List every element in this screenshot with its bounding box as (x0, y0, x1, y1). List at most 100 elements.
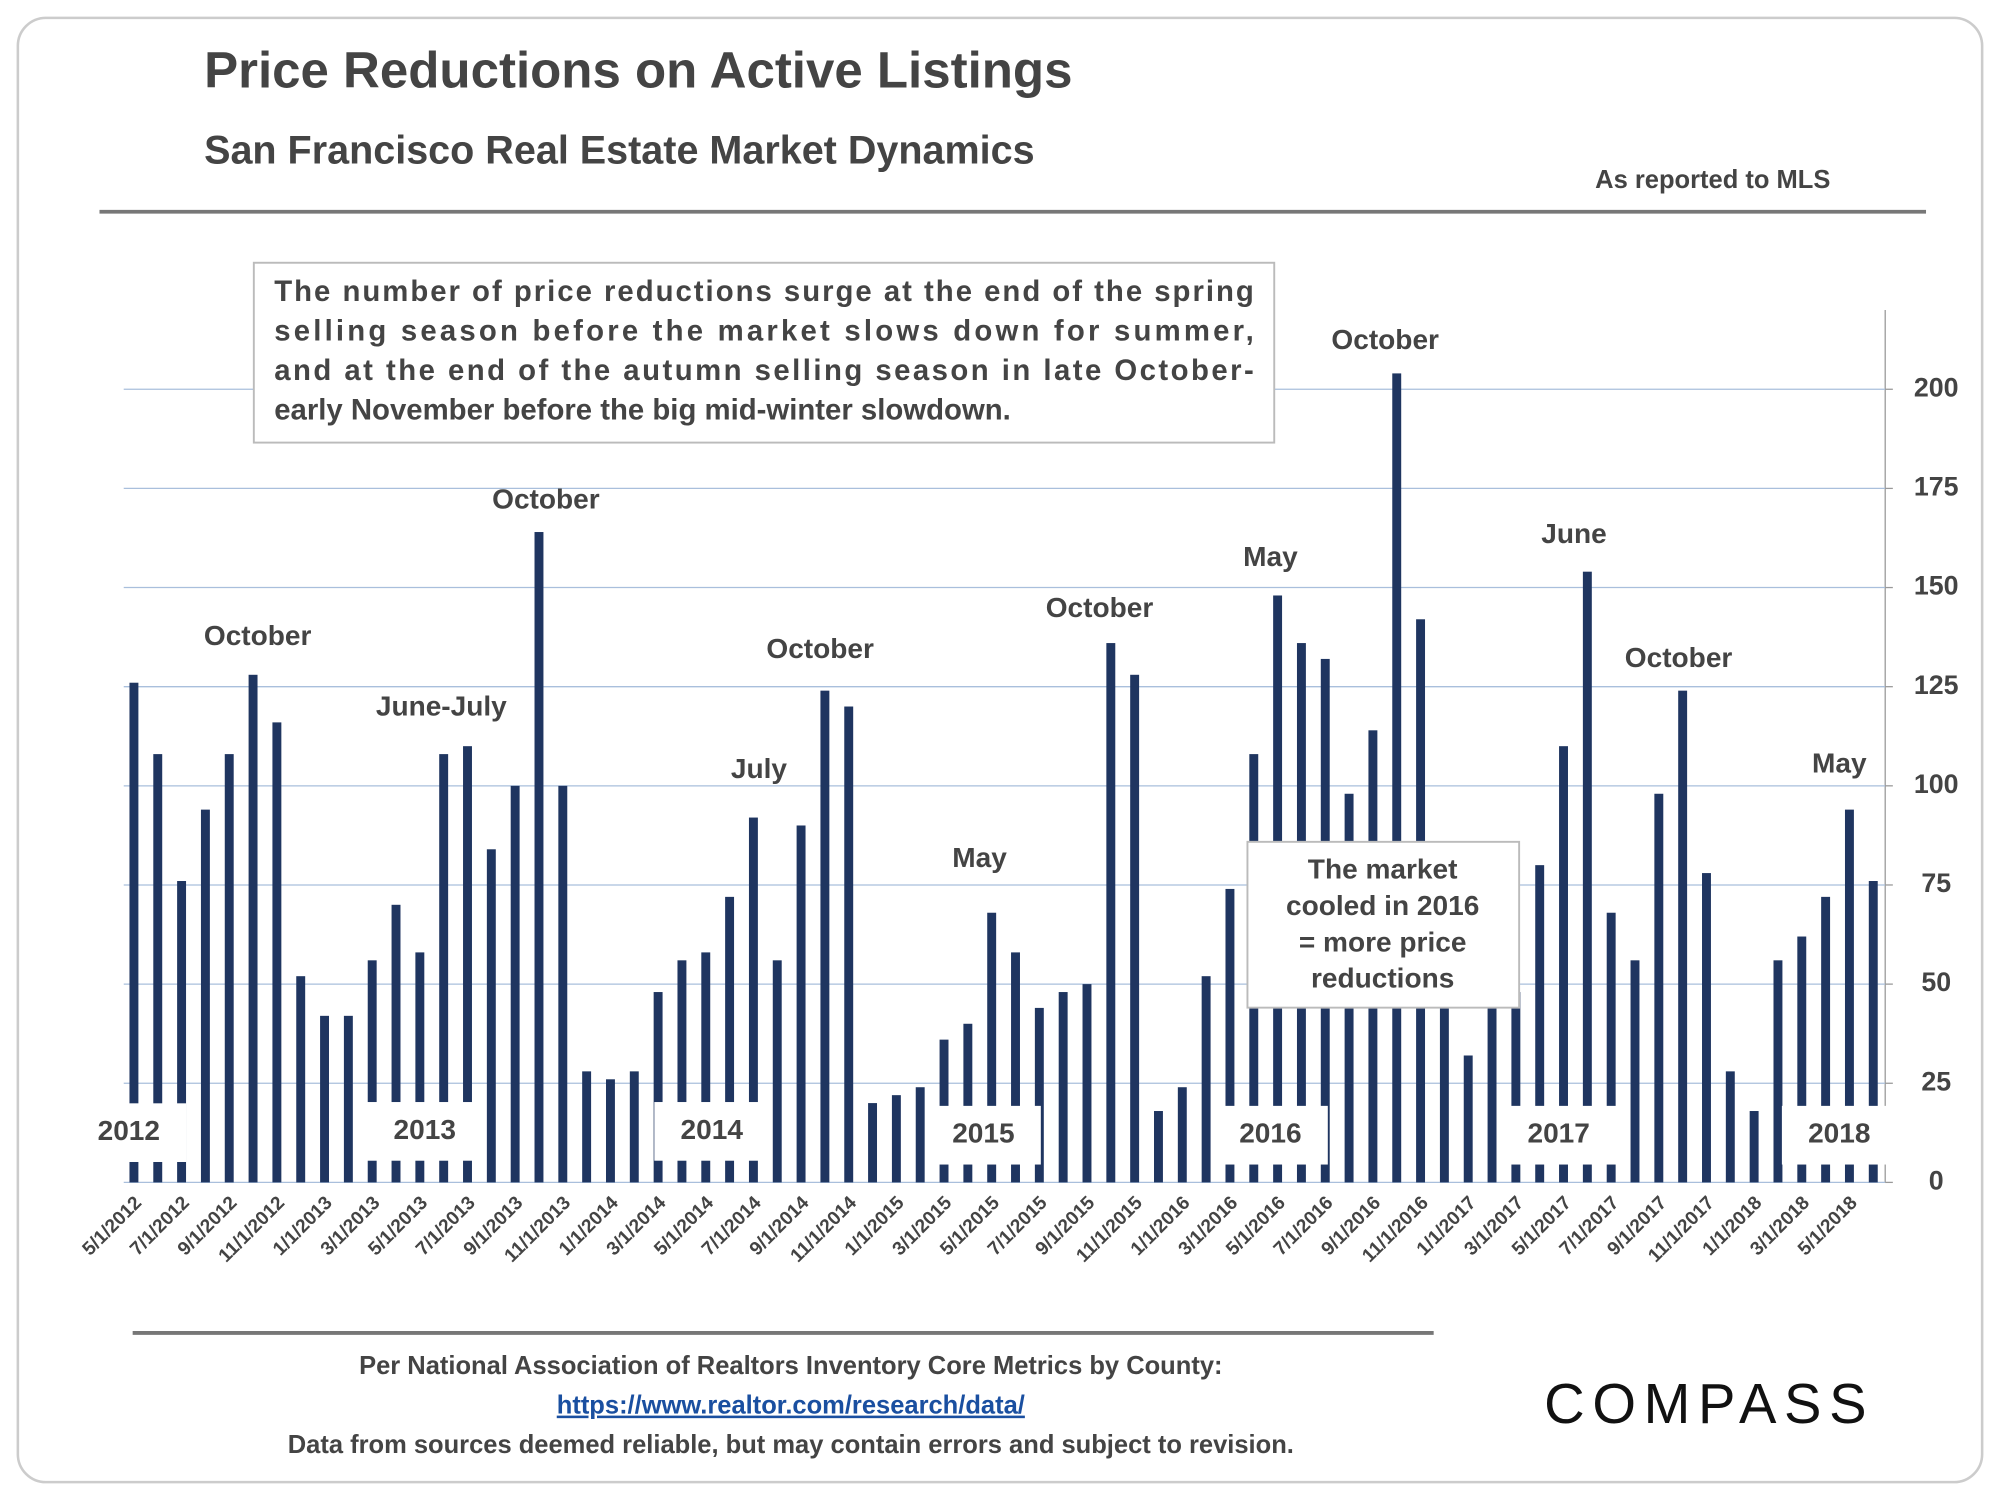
callout-text: reductions (1311, 963, 1454, 994)
bar (653, 992, 663, 1183)
annotation: July (731, 753, 788, 784)
year-label-bg (1213, 1105, 1328, 1165)
bar (534, 532, 544, 1183)
year-label: 2014 (681, 1114, 744, 1145)
bar (891, 1095, 901, 1183)
bar (677, 960, 687, 1183)
y-tick-label: 25 (1921, 1066, 1951, 1096)
bar (1630, 960, 1640, 1183)
note-text: The number of price reductions surge at … (274, 275, 1254, 308)
bar (415, 952, 425, 1183)
bar (129, 682, 139, 1183)
bar (820, 690, 830, 1183)
bar (1011, 952, 1020, 1183)
year-label-bg (1781, 1105, 1897, 1165)
bar (1225, 888, 1235, 1183)
annotation: May (1243, 541, 1298, 572)
year-label: 2013 (394, 1114, 456, 1145)
bar (1177, 1087, 1187, 1183)
annotation: October (204, 620, 312, 651)
bar (200, 809, 210, 1183)
bar (343, 1015, 353, 1183)
bar (1130, 674, 1140, 1183)
bar (1797, 936, 1807, 1183)
y-tick-label: 150 (1914, 571, 1959, 601)
year-label: 2012 (98, 1115, 160, 1146)
year-label: 2017 (1527, 1118, 1589, 1149)
bar (1439, 999, 1449, 1183)
annotation: June (1541, 518, 1606, 549)
bar (224, 754, 234, 1183)
bar (177, 881, 187, 1183)
y-tick-label: 175 (1914, 471, 1959, 501)
bar (1487, 999, 1497, 1183)
y-tick-label: 75 (1921, 868, 1951, 898)
annotation: May (1812, 748, 1867, 779)
bar (1844, 809, 1854, 1183)
callout-text: The market (1308, 854, 1458, 885)
bar (1106, 643, 1116, 1183)
footer-line: Data from sources deemed reliable, but m… (288, 1431, 1294, 1459)
year-label-bg (71, 1103, 187, 1162)
bar (320, 1015, 330, 1183)
bar (1511, 992, 1521, 1183)
note-text: and at the end of the autumn selling sea… (274, 354, 1254, 387)
year-label-bg (1501, 1105, 1617, 1165)
bar (1749, 1111, 1759, 1183)
bar (1678, 690, 1688, 1183)
frame (16, 16, 1984, 1484)
bar (629, 1071, 639, 1183)
bar (796, 825, 806, 1183)
source-note: As reported to MLS (1595, 166, 1830, 194)
bar (272, 722, 282, 1183)
bar (1154, 1111, 1163, 1183)
bar (486, 849, 496, 1183)
callout-text: = more price (1299, 926, 1467, 957)
annotation: June-July (376, 690, 507, 721)
bar (1058, 992, 1068, 1183)
footer-link[interactable]: https://www.realtor.com/research/data/ (557, 1392, 1025, 1420)
title: Price Reductions on Active Listings (204, 41, 1072, 98)
bar (701, 952, 711, 1183)
logo: COMPASS (1544, 1372, 1874, 1435)
callout-text: cooled in 2016 (1286, 890, 1479, 921)
subtitle: San Francisco Real Estate Market Dynamic… (204, 128, 1035, 172)
bar (1606, 912, 1616, 1183)
year-label: 2015 (952, 1118, 1014, 1149)
bar (1868, 881, 1878, 1183)
bar (248, 674, 258, 1183)
note-text: early November before the big mid-winter… (274, 394, 1011, 427)
bar (1535, 865, 1545, 1183)
year-label: 2016 (1239, 1118, 1301, 1149)
bar (1082, 984, 1092, 1183)
bar (391, 904, 401, 1183)
annotation: May (952, 842, 1007, 873)
bar (868, 1103, 878, 1183)
bar (1559, 746, 1568, 1183)
bar (963, 1023, 973, 1183)
note-box (252, 261, 1276, 444)
bar (510, 785, 520, 1183)
footer-line: Per National Association of Realtors Inv… (359, 1352, 1222, 1380)
bar (367, 960, 377, 1183)
bar (463, 746, 472, 1183)
bar (1773, 960, 1783, 1183)
annotation: October (1625, 642, 1733, 673)
y-tick-label: 50 (1921, 967, 1951, 997)
bar (296, 976, 306, 1183)
annotation: October (1046, 592, 1154, 623)
bar (772, 960, 782, 1183)
bar (605, 1079, 615, 1183)
year-label-bg (654, 1102, 770, 1161)
y-tick-label: 125 (1914, 670, 1959, 700)
bar (582, 1071, 592, 1183)
bar (439, 754, 449, 1183)
bar (1821, 896, 1831, 1183)
bar (844, 706, 854, 1183)
annotation: October (492, 484, 600, 515)
bar (1725, 1071, 1735, 1183)
y-tick-label: 0 (1929, 1165, 1944, 1195)
annotation: October (766, 633, 874, 664)
